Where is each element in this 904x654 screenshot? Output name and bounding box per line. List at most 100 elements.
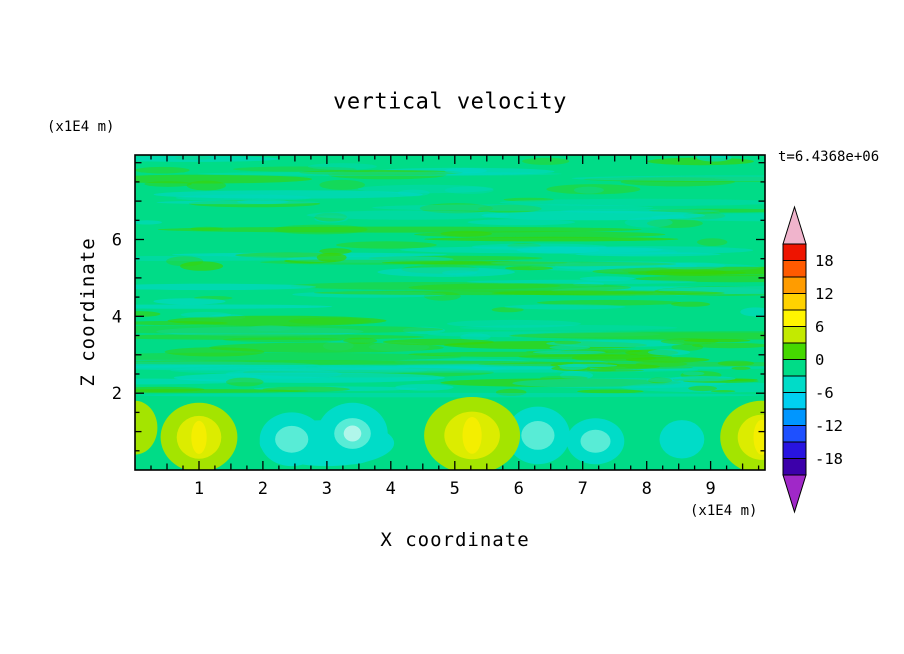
streak: [397, 189, 430, 197]
colorbar-tick-label: 6: [815, 318, 824, 336]
streak: [135, 283, 316, 291]
streak: [306, 210, 510, 220]
streak: [135, 359, 252, 368]
streak: [419, 261, 677, 267]
streak: [512, 378, 727, 389]
colorbar-tick-label: -18: [815, 450, 843, 468]
streak: [624, 217, 673, 228]
z-axis-title: Z coordinate: [77, 237, 99, 387]
streak: [546, 339, 685, 348]
streak: [372, 204, 654, 211]
streak: [135, 166, 190, 174]
updraft-blob: [191, 420, 207, 454]
x-tick-label: 7: [578, 479, 588, 499]
streak: [419, 203, 493, 214]
streak: [262, 386, 350, 392]
x-tick-label: 2: [258, 479, 268, 499]
streak: [260, 259, 488, 265]
streak: [427, 331, 661, 338]
streak: [343, 337, 378, 344]
z-tick-label: 2: [112, 384, 122, 404]
streak: [319, 179, 366, 190]
streak: [307, 163, 377, 170]
streak: [466, 279, 697, 285]
streak: [532, 350, 606, 355]
streak: [481, 210, 705, 221]
x-tick-label: 4: [386, 479, 396, 499]
x-axis-unit-label: (x1E4 m): [690, 503, 758, 519]
streak: [377, 267, 515, 277]
streak: [697, 238, 728, 247]
streak: [571, 175, 765, 182]
streak: [236, 199, 289, 204]
streak: [424, 236, 679, 242]
streak: [399, 246, 664, 254]
streak: [649, 208, 765, 213]
colorbar-tick-label: 12: [815, 285, 834, 303]
streak: [583, 176, 765, 183]
streak: [499, 198, 765, 206]
streak: [537, 299, 682, 306]
streak: [226, 377, 264, 387]
streak: [408, 283, 631, 292]
streak: [647, 377, 673, 384]
streak: [559, 371, 594, 380]
plot-title: vertical velocity: [333, 89, 567, 115]
colorbar-segment: [782, 276, 807, 294]
streak: [731, 366, 751, 370]
streak: [290, 282, 561, 290]
streak: [620, 177, 735, 187]
colorbar-tick-label: -12: [815, 417, 843, 435]
colorbar-segment: [782, 408, 807, 426]
streak: [696, 155, 732, 162]
streak: [336, 241, 437, 249]
streak: [186, 180, 226, 191]
updraft-blob: [753, 419, 765, 455]
streak: [467, 219, 576, 226]
colorbar-segment: [782, 392, 807, 410]
colorbar-segment: [782, 458, 807, 476]
streak: [253, 386, 418, 392]
streak: [740, 307, 765, 317]
streak: [478, 204, 542, 213]
colorbar-tick-label: 18: [815, 252, 834, 270]
streak: [510, 331, 765, 340]
streak: [505, 266, 554, 271]
streak: [153, 190, 423, 199]
streak: [670, 376, 736, 382]
downdraft-blob: [275, 425, 309, 453]
downdraft-blob: [659, 420, 705, 459]
z-tick-label: 4: [112, 307, 122, 327]
streak: [671, 301, 711, 307]
colorbar-segment: [782, 309, 807, 327]
streak: [660, 338, 719, 345]
streak: [197, 171, 562, 176]
streak: [232, 166, 357, 172]
streak: [288, 317, 372, 325]
streak: [460, 333, 491, 341]
streak: [442, 270, 478, 276]
interface-contour: [135, 392, 765, 398]
streak: [173, 372, 445, 383]
streak: [316, 252, 347, 263]
streak: [522, 157, 570, 165]
streak: [711, 390, 736, 393]
z-tick-label: 6: [112, 231, 122, 251]
streak: [490, 261, 581, 265]
streak: [319, 248, 352, 255]
x-tick-label: 3: [322, 479, 332, 499]
x-tick-label: 1: [194, 479, 204, 499]
axis-ticks: [135, 155, 765, 470]
streak: [156, 200, 319, 205]
streak: [135, 321, 228, 325]
streak: [647, 218, 703, 228]
streak: [135, 256, 323, 261]
streak: [688, 385, 717, 392]
streak: [225, 369, 342, 379]
streak: [156, 326, 364, 337]
x-tick-label: 9: [705, 479, 715, 499]
x-tick-label: 8: [642, 479, 652, 499]
streak: [135, 389, 309, 393]
streak: [573, 186, 604, 194]
colorbar-tick-label: -6: [815, 384, 834, 402]
